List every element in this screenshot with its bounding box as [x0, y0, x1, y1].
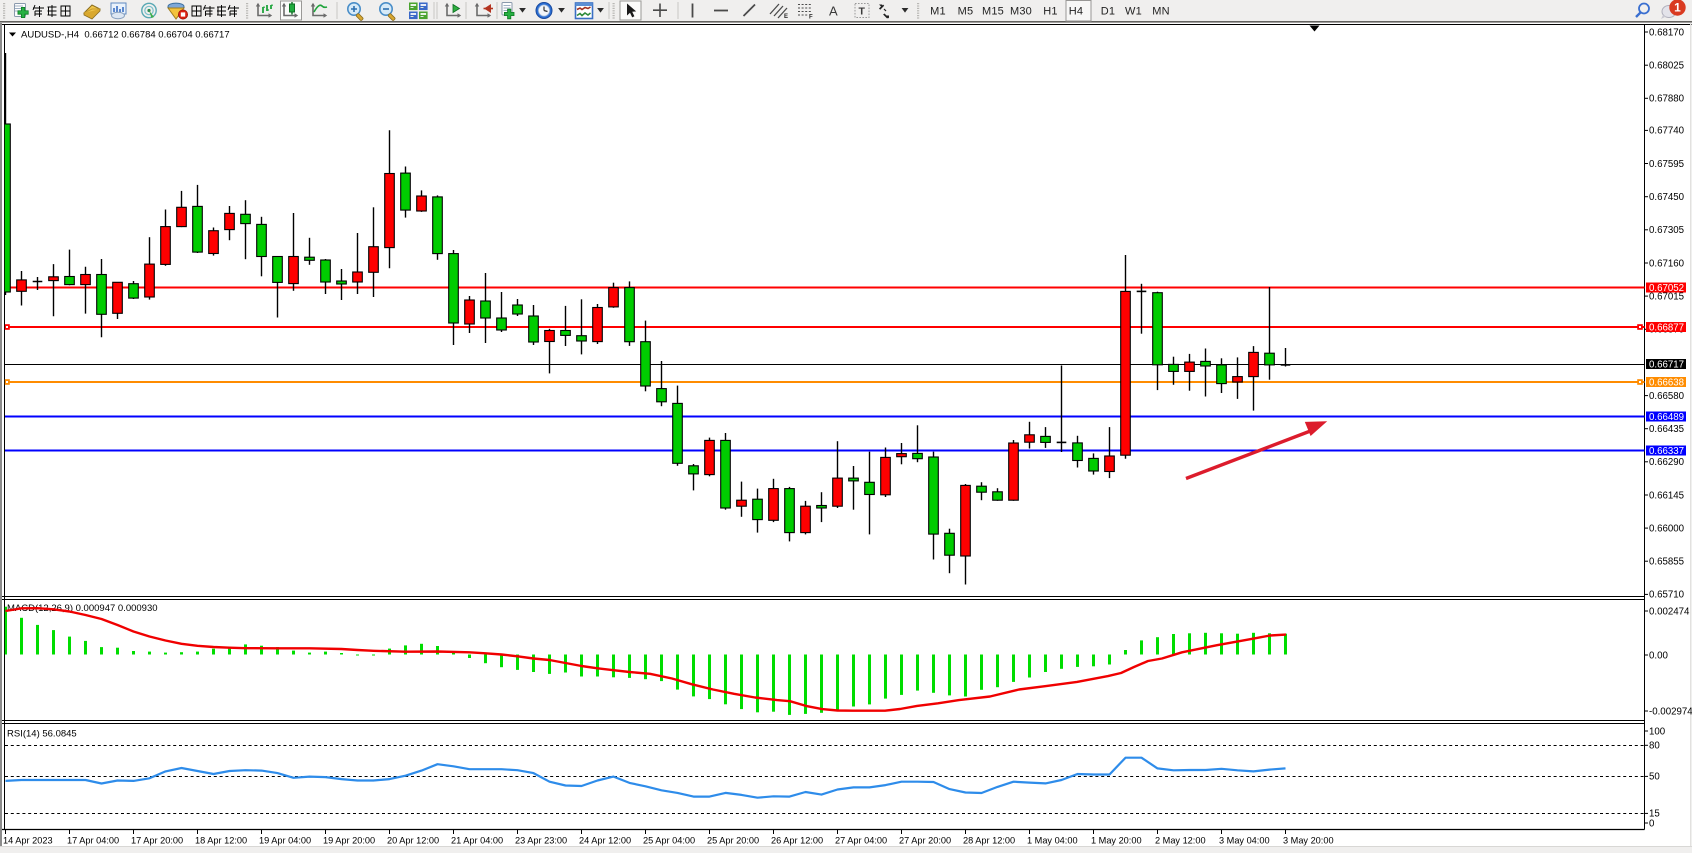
svg-text:M15: M15	[982, 6, 1004, 18]
svg-text:0.67880: 0.67880	[1649, 94, 1685, 105]
svg-text:0.67305: 0.67305	[1649, 225, 1684, 236]
svg-text:0.67450: 0.67450	[1649, 192, 1685, 203]
svg-text:3 May 20:00: 3 May 20:00	[1283, 836, 1334, 846]
svg-text:0.66717: 0.66717	[1649, 359, 1684, 370]
svg-text:D1: D1	[1101, 6, 1115, 18]
svg-text:50: 50	[1649, 772, 1660, 783]
svg-text:E: E	[784, 14, 788, 20]
svg-text:25 Apr 04:00: 25 Apr 04:00	[643, 836, 695, 846]
svg-text:0.66290: 0.66290	[1649, 457, 1685, 468]
svg-text:0.67015: 0.67015	[1649, 291, 1684, 302]
svg-text:20 Apr 12:00: 20 Apr 12:00	[387, 836, 439, 846]
svg-text:0: 0	[1649, 818, 1655, 829]
svg-text:0.66145: 0.66145	[1649, 490, 1684, 501]
svg-text:0.67052: 0.67052	[1649, 283, 1684, 294]
svg-text:14 Apr 2023: 14 Apr 2023	[3, 836, 53, 846]
svg-text:0.66489: 0.66489	[1649, 412, 1684, 423]
svg-text:F: F	[809, 15, 813, 21]
svg-text:H1: H1	[1043, 6, 1057, 18]
svg-text:0.00: 0.00	[1649, 650, 1668, 661]
svg-text:18 Apr 12:00: 18 Apr 12:00	[195, 836, 247, 846]
svg-text:23 Apr 23:00: 23 Apr 23:00	[515, 836, 567, 846]
svg-text:1 May 20:00: 1 May 20:00	[1091, 836, 1142, 846]
svg-text:21 Apr 04:00: 21 Apr 04:00	[451, 836, 503, 846]
svg-text:3 May 04:00: 3 May 04:00	[1219, 836, 1270, 846]
svg-text:0.66638: 0.66638	[1649, 377, 1684, 388]
svg-text:W1: W1	[1125, 6, 1142, 18]
svg-text:T: T	[859, 6, 866, 18]
svg-text:0.66337: 0.66337	[1649, 446, 1684, 457]
svg-text:MACD(12,26,9) 0.000947 0.00093: MACD(12,26,9) 0.000947 0.000930	[7, 603, 158, 614]
svg-text:15: 15	[1649, 809, 1660, 820]
svg-text:28 Apr 12:00: 28 Apr 12:00	[963, 836, 1015, 846]
svg-text:AUDUSD-,H4 0.66712 0.66784 0.: AUDUSD-,H4 0.66712 0.66784 0.66704 0.667…	[21, 30, 230, 41]
svg-text:0.67740: 0.67740	[1649, 126, 1685, 137]
svg-text:0.65855: 0.65855	[1649, 557, 1684, 568]
svg-text:100: 100	[1649, 726, 1666, 737]
svg-text:0.002474: 0.002474	[1649, 606, 1690, 617]
svg-text:0.68025: 0.68025	[1649, 61, 1684, 72]
svg-text:0.65710: 0.65710	[1649, 590, 1685, 601]
svg-text:0.66580: 0.66580	[1649, 391, 1685, 402]
svg-text:17 Apr 20:00: 17 Apr 20:00	[131, 836, 183, 846]
svg-text:0.68170: 0.68170	[1649, 27, 1685, 38]
svg-text:M30: M30	[1010, 6, 1032, 18]
svg-text:2 May 12:00: 2 May 12:00	[1155, 836, 1206, 846]
svg-text:0.67595: 0.67595	[1649, 159, 1684, 170]
svg-text:27 Apr 20:00: 27 Apr 20:00	[899, 836, 951, 846]
svg-text:0.66877: 0.66877	[1649, 322, 1684, 333]
svg-text:MN: MN	[1152, 6, 1170, 18]
svg-text:0.67160: 0.67160	[1649, 258, 1685, 269]
svg-text:M1: M1	[930, 6, 946, 18]
svg-text:26 Apr 12:00: 26 Apr 12:00	[771, 836, 823, 846]
svg-text:0.66435: 0.66435	[1649, 424, 1684, 435]
svg-text:24 Apr 12:00: 24 Apr 12:00	[579, 836, 631, 846]
svg-text:17 Apr 04:00: 17 Apr 04:00	[67, 836, 119, 846]
svg-text:1 May 04:00: 1 May 04:00	[1027, 836, 1078, 846]
svg-text:1: 1	[1674, 1, 1681, 15]
svg-text:19 Apr 20:00: 19 Apr 20:00	[323, 836, 375, 846]
svg-text:H4: H4	[1069, 6, 1083, 18]
svg-text:M5: M5	[958, 6, 974, 18]
svg-text:RSI(14) 56.0845: RSI(14) 56.0845	[7, 729, 77, 740]
svg-text:80: 80	[1649, 741, 1660, 752]
svg-text:0.66000: 0.66000	[1649, 523, 1685, 534]
svg-text:25 Apr 20:00: 25 Apr 20:00	[707, 836, 759, 846]
svg-text:A: A	[829, 4, 838, 19]
svg-text:19 Apr 04:00: 19 Apr 04:00	[259, 836, 311, 846]
svg-text:27 Apr 04:00: 27 Apr 04:00	[835, 836, 887, 846]
svg-text:-0.002974: -0.002974	[1649, 706, 1692, 717]
